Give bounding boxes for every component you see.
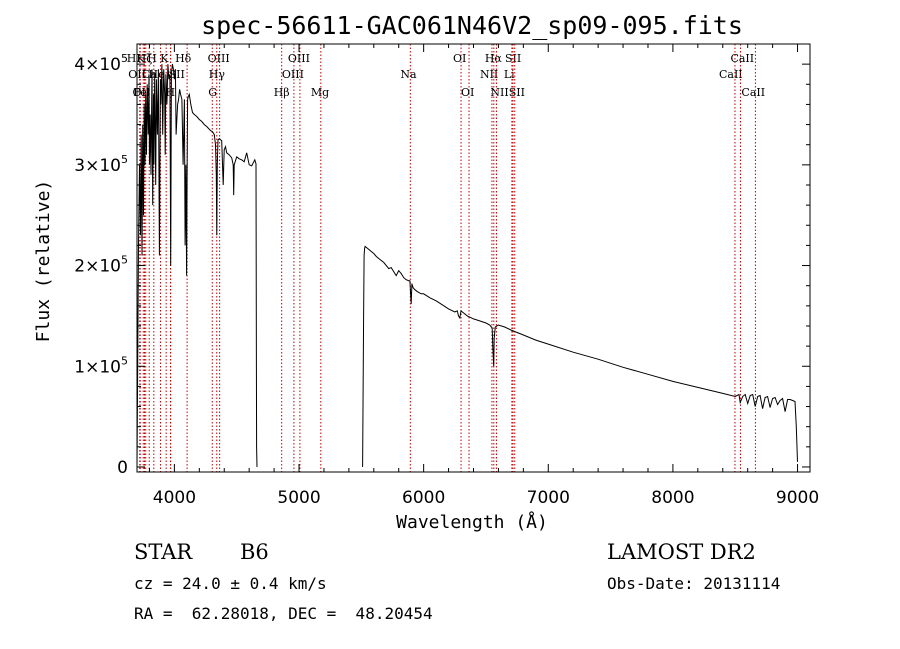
spectral-line-label: NII xyxy=(490,86,508,99)
spectral-line-label: OIII xyxy=(208,52,230,65)
spectral-line-label: He xyxy=(149,68,165,81)
y-tick-label: 1×105 xyxy=(74,354,128,377)
spectral-line-label: CaII xyxy=(719,68,743,81)
coordinates-readout: RA = 62.28018, DEC = 48.20454 xyxy=(134,604,433,623)
spectral-line-label: Hζ xyxy=(137,52,153,65)
object-subclass: B6 xyxy=(240,540,269,564)
y-tick-label: 4×105 xyxy=(74,52,128,75)
spectral-line-label: Ca xyxy=(142,68,157,81)
x-tick-label: 5000 xyxy=(277,488,320,508)
x-tick-label: 4000 xyxy=(153,488,196,508)
spectral-line-label: H xyxy=(147,52,157,65)
spectral-line-label: OI xyxy=(461,86,474,99)
object-class: STAR xyxy=(134,540,193,564)
y-tick-label: 0 xyxy=(117,458,128,478)
spectral-line-label: Mg xyxy=(311,86,329,99)
spectral-line-label: SII xyxy=(169,68,185,81)
spectral-line-label: Li xyxy=(504,68,515,81)
spectrum-series-line xyxy=(362,245,798,468)
spectral-line-label: NII xyxy=(480,68,498,81)
x-tick-label: 7000 xyxy=(527,488,570,508)
y-tick-label: 3×105 xyxy=(74,153,128,176)
x-tick-label: 8000 xyxy=(651,488,694,508)
spectral-line-label: CaII xyxy=(741,86,765,99)
x-tick-label: 6000 xyxy=(402,488,445,508)
survey-name: LAMOST DR2 xyxy=(607,540,756,564)
spectral-line-label: K xyxy=(160,52,169,65)
spectral-line-label: OIII xyxy=(288,52,310,65)
y-tick-label: 2×105 xyxy=(74,254,128,277)
spectral-line-label: CaII xyxy=(730,52,754,65)
spectral-line-label: Na xyxy=(400,68,417,81)
spectral-line-label: OIII xyxy=(282,68,304,81)
spectrum-chart: spec-56611-GAC061N46V2_sp09-095.fits HK OI… xyxy=(33,11,819,533)
x-axis-label: Wavelength (Å) xyxy=(396,511,548,533)
redshift-readout: cz = 24.0 ± 0.4 km/s xyxy=(134,574,327,593)
spectral-line-label: Hγ xyxy=(209,68,226,81)
observation-date: Obs-Date: 20131114 xyxy=(607,574,781,593)
spectral-line-label: G xyxy=(208,86,217,99)
spectral-line-label: Hδ xyxy=(175,52,192,65)
y-axis-label: Flux (relative) xyxy=(33,180,54,343)
spectral-line-label: SII xyxy=(509,86,525,99)
spectral-line-label: OI xyxy=(453,52,466,65)
plot-frame xyxy=(136,43,811,473)
spectral-line-label: Hβ xyxy=(274,86,290,99)
chart-title: spec-56611-GAC061N46V2_sp09-095.fits xyxy=(201,11,743,40)
x-tick-label: 9000 xyxy=(776,488,819,508)
spectral-line-label: SII xyxy=(505,52,521,65)
spectral-line-label: Hα xyxy=(485,52,503,65)
spectrum-series-line xyxy=(136,64,258,468)
